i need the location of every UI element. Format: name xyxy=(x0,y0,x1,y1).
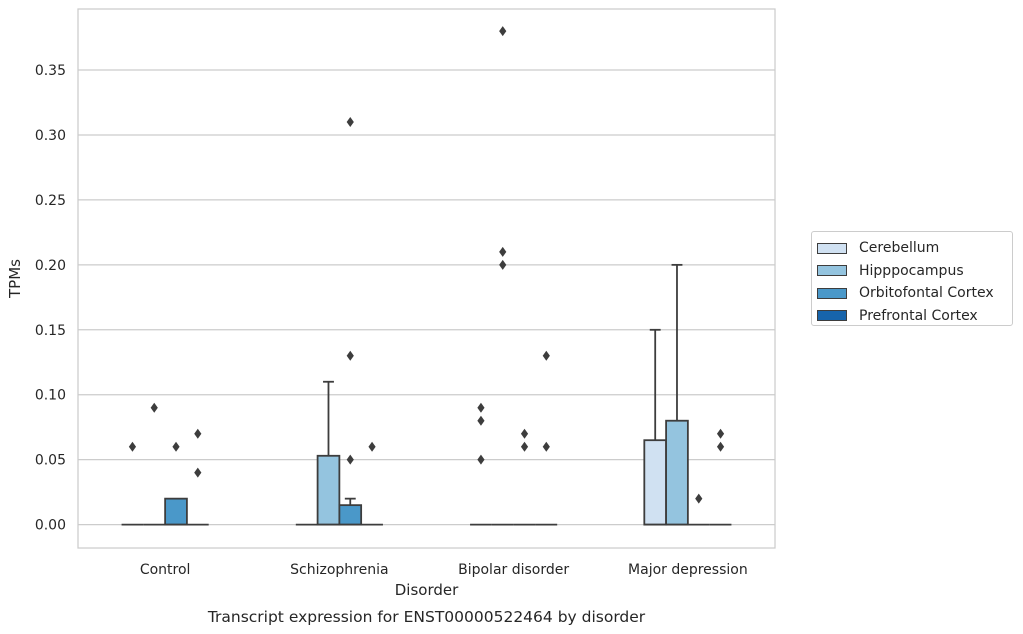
legend-label-cerebellum: Cerebellum xyxy=(859,240,940,257)
outlier-point xyxy=(542,350,550,361)
box-body xyxy=(164,497,188,526)
legend-label-prefrontal-cortex: Prefrontal Cortex xyxy=(859,307,978,324)
outlier-point xyxy=(368,441,376,452)
outlier-point xyxy=(520,428,529,439)
outlier-point xyxy=(194,428,202,439)
legend-swatch-hippocampus xyxy=(817,265,847,277)
outlier-point xyxy=(542,441,550,452)
outlier-point xyxy=(520,441,529,452)
x-tick-label: Major depression xyxy=(628,562,748,578)
box-marks xyxy=(121,26,732,526)
y-axis-label: TPMs xyxy=(6,259,24,299)
outlier-point xyxy=(128,441,137,452)
box-0-3 xyxy=(643,328,667,526)
legend-swatch-cerebellum xyxy=(817,242,847,254)
box-2-3 xyxy=(687,493,710,526)
plot-frame xyxy=(77,8,776,549)
x-axis-label: Disorder xyxy=(395,581,459,599)
x-tick-labels: Control Schizophrenia Bipolar disorder Majo… xyxy=(140,562,748,578)
y-tick-label: 0.00 xyxy=(35,518,66,534)
outlier-point xyxy=(695,493,703,504)
outlier-point xyxy=(499,26,507,37)
outlier-point xyxy=(346,116,354,127)
box-0-0 xyxy=(121,441,144,526)
box-2-2 xyxy=(513,428,536,526)
y-tick-labels: 0.00 0.05 0.10 0.15 0.20 0.25 0.30 0.35 xyxy=(35,63,66,534)
legend-item-hippocampus: Hipppocampus xyxy=(817,260,1012,283)
outlier-point xyxy=(172,441,180,452)
legend-swatch-prefrontal-cortex xyxy=(817,310,847,322)
y-tick-label: 0.10 xyxy=(35,388,66,404)
y-tick-label: 0.25 xyxy=(35,193,66,209)
outlier-point xyxy=(477,402,485,413)
y-tick-label: 0.30 xyxy=(35,128,66,144)
legend-label-orbitofrontal-cortex: Orbitofontal Cortex xyxy=(859,285,994,302)
outlier-point xyxy=(716,441,725,452)
outlier-point xyxy=(477,415,485,426)
box-1-2 xyxy=(491,26,514,526)
outlier-point xyxy=(477,454,485,465)
outlier-point xyxy=(346,350,354,361)
x-tick-label: Schizophrenia xyxy=(290,562,388,578)
grid-lines xyxy=(78,69,775,526)
outlier-point xyxy=(194,467,202,478)
y-tick-label: 0.15 xyxy=(35,323,66,339)
legend: Cerebellum Hipppocampus Orbitofontal Cor… xyxy=(811,231,1013,326)
box-3-3 xyxy=(709,428,732,526)
box-1-3 xyxy=(665,263,689,526)
legend-item-orbitofrontal-cortex: Orbitofontal Cortex xyxy=(817,282,1012,305)
x-tick-label: Control xyxy=(140,562,191,578)
y-tick-label: 0.35 xyxy=(35,63,66,79)
box-body xyxy=(338,504,363,526)
y-tick-label: 0.05 xyxy=(35,453,66,469)
box-0-2 xyxy=(470,402,492,526)
box-3-0 xyxy=(186,428,209,526)
chart-caption: Transcript expression for ENST0000052246… xyxy=(207,608,646,626)
y-tick-label: 0.20 xyxy=(35,258,66,274)
x-tick-label: Bipolar disorder xyxy=(458,562,569,578)
box-3-2 xyxy=(535,350,558,526)
box-body xyxy=(316,454,341,526)
legend-label-hippocampus: Hipppocampus xyxy=(859,262,964,279)
outlier-point xyxy=(150,402,158,413)
box-3-1 xyxy=(361,441,383,526)
box-2-0 xyxy=(164,441,188,526)
outlier-point xyxy=(346,454,354,465)
box-body xyxy=(643,439,667,526)
box-body xyxy=(665,419,689,526)
box-1-1 xyxy=(316,380,341,526)
box-1-0 xyxy=(143,402,166,526)
legend-item-prefrontal-cortex: Prefrontal Cortex xyxy=(817,305,1012,328)
outlier-point xyxy=(716,428,725,439)
outlier-point xyxy=(499,246,507,257)
outlier-point xyxy=(499,259,507,270)
legend-swatch-orbitofrontal-cortex xyxy=(817,287,847,299)
box-2-1 xyxy=(338,116,363,526)
legend-item-cerebellum: Cerebellum xyxy=(817,237,1012,260)
